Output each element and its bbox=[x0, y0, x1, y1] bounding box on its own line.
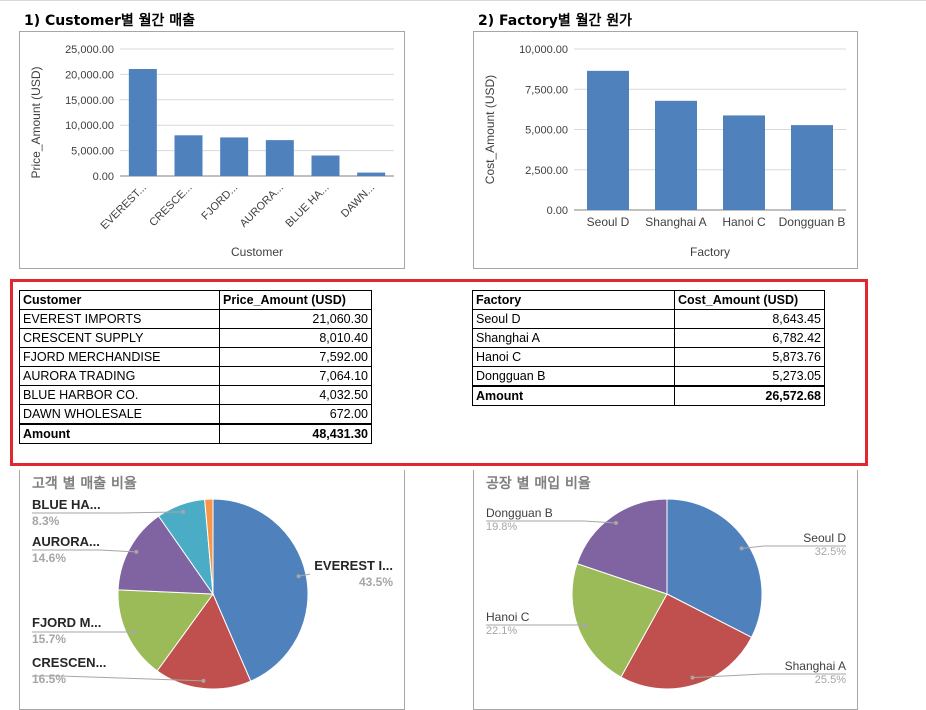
x-tick-label: Seoul D bbox=[587, 215, 630, 229]
y-tick-label: 10,000.00 bbox=[65, 120, 114, 132]
y-tick-label: 10,000.00 bbox=[519, 44, 568, 56]
pie-label: EVEREST I... bbox=[314, 558, 393, 573]
pie-percent: 14.6% bbox=[32, 551, 66, 565]
pie-label: FJORD M... bbox=[32, 615, 101, 630]
pie-label: Hanoi C bbox=[486, 610, 530, 624]
x-axis-title: Customer bbox=[231, 245, 283, 259]
pie-label: Shanghai A bbox=[785, 659, 846, 673]
pie-percent: 8.3% bbox=[32, 514, 60, 528]
x-tick-label: AURORA... bbox=[238, 182, 286, 230]
pie-percent: 25.5% bbox=[815, 674, 846, 686]
y-tick-label: 7,500.00 bbox=[525, 84, 568, 96]
pie-label: BLUE HA... bbox=[32, 497, 101, 512]
factory-pie-svg: Seoul D32.5% Shanghai A25.5% Hanoi C22.1% D… bbox=[474, 470, 857, 696]
pie-label: CRESCEN... bbox=[32, 655, 106, 670]
x-tick-label: Hanoi C bbox=[722, 215, 766, 229]
customer-chart-title: 1) Customer별 월간 매출 bbox=[24, 10, 195, 30]
y-axis-title: Price_Amount (USD) bbox=[29, 66, 43, 178]
y-tick-label: 5,000.00 bbox=[525, 125, 568, 137]
highlight-box bbox=[10, 279, 868, 466]
y-tick-label: 0.00 bbox=[93, 171, 114, 183]
bar[interactable] bbox=[357, 173, 385, 176]
pie-percent: 15.7% bbox=[32, 632, 66, 646]
pie-percent: 19.8% bbox=[486, 521, 517, 533]
bar[interactable] bbox=[175, 135, 203, 176]
x-tick-label: DAWN... bbox=[339, 182, 377, 220]
customer-bar-chart[interactable]: 0.00 5,000.00 10,000.00 15,000.00 20,000.00 2… bbox=[19, 31, 405, 269]
x-tick-label: BLUE HA... bbox=[283, 182, 331, 230]
y-tick-label: 20,000.00 bbox=[65, 69, 114, 81]
x-tick-label: FJORD... bbox=[199, 182, 240, 223]
customer-bar-chart-svg: 0.00 5,000.00 10,000.00 15,000.00 20,000.00 2… bbox=[20, 32, 404, 268]
bar[interactable] bbox=[266, 140, 294, 176]
x-tick-label: Shanghai A bbox=[645, 215, 706, 229]
y-tick-label: 25,000.00 bbox=[65, 44, 114, 56]
factory-bar-chart[interactable]: 0.00 2,500.00 5,000.00 7,500.00 10,000.00 Seo… bbox=[473, 31, 858, 269]
customer-pie-svg: EVEREST I... 43.5% CRESCEN... 16.5% FJORD M.… bbox=[20, 470, 404, 696]
bar[interactable] bbox=[129, 69, 157, 176]
y-tick-label: 5,000.00 bbox=[71, 146, 114, 158]
bar[interactable] bbox=[220, 137, 248, 176]
bar[interactable] bbox=[791, 125, 833, 210]
y-tick-label: 2,500.00 bbox=[525, 165, 568, 177]
pie-percent: 32.5% bbox=[815, 546, 846, 558]
bar[interactable] bbox=[312, 156, 340, 176]
pie-percent: 16.5% bbox=[32, 672, 66, 686]
x-tick-label: EVEREST... bbox=[99, 182, 149, 232]
bar[interactable] bbox=[723, 115, 765, 210]
y-axis-title: Cost_Amount (USD) bbox=[483, 75, 497, 184]
leader-line bbox=[32, 512, 183, 513]
x-tick-label: CRESCE... bbox=[147, 182, 194, 229]
factory-chart-title: 2) Factory별 월간 원가 bbox=[478, 10, 632, 30]
x-tick-label: Dongguan B bbox=[779, 215, 846, 229]
customer-pie-chart[interactable]: EVEREST I... 43.5% CRESCEN... 16.5% FJORD M.… bbox=[19, 470, 405, 710]
pie-percent: 43.5% bbox=[359, 575, 393, 589]
bar[interactable] bbox=[587, 71, 629, 210]
x-axis-title: Factory bbox=[690, 245, 730, 259]
customer-pie-title: 고객 별 매출 비율 bbox=[32, 473, 137, 493]
pie-percent: 22.1% bbox=[486, 625, 517, 637]
factory-pie-title: 공장 별 매입 비율 bbox=[486, 473, 591, 493]
pie-label: Seoul D bbox=[803, 531, 846, 545]
pie-label: AURORA... bbox=[32, 534, 100, 549]
y-tick-label: 0.00 bbox=[547, 205, 568, 217]
bar[interactable] bbox=[655, 101, 697, 210]
pie-label: Dongguan B bbox=[486, 506, 553, 520]
y-tick-label: 15,000.00 bbox=[65, 95, 114, 107]
sheet-top-border bbox=[0, 0, 926, 1]
factory-bar-chart-svg: 0.00 2,500.00 5,000.00 7,500.00 10,000.00 Seo… bbox=[474, 32, 857, 268]
